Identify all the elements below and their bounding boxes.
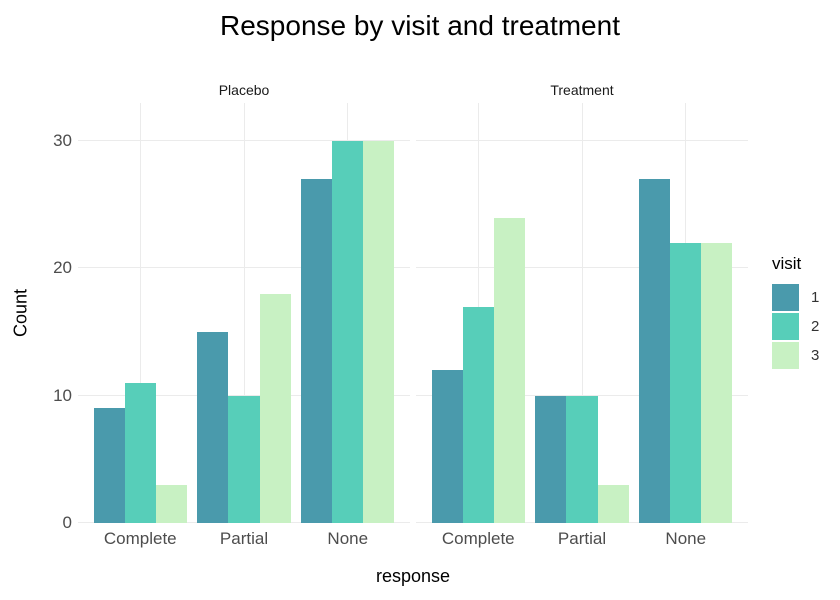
bar-placebo-none-visit-1 bbox=[301, 179, 333, 523]
x-tick-label: Complete bbox=[103, 529, 177, 548]
bar-group-partial bbox=[535, 103, 629, 523]
bar-treatment-partial-visit-2 bbox=[566, 395, 598, 523]
bar-treatment-none-visit-1 bbox=[639, 179, 671, 523]
x-axis-title: response bbox=[375, 566, 451, 586]
legend-entry: 3 bbox=[772, 342, 819, 369]
bar-treatment-partial-visit-3 bbox=[597, 484, 629, 523]
facet-panels: Placebo Complete Partial None Treatment Compl… bbox=[78, 76, 748, 548]
facet-placebo: Placebo Complete Partial None bbox=[78, 76, 410, 548]
bar-placebo-complete-visit-2 bbox=[124, 383, 156, 523]
chart-title: Response by visit and treatment bbox=[220, 10, 620, 41]
legend-keys: 1 2 3 bbox=[772, 284, 819, 369]
bar-group-none bbox=[301, 103, 395, 523]
facet-strip-label: Placebo bbox=[218, 81, 270, 98]
bar-placebo-none-visit-2 bbox=[332, 141, 364, 523]
legend-key-label: 1 bbox=[811, 289, 820, 306]
bar-placebo-partial-visit-1 bbox=[197, 332, 229, 523]
bar-placebo-partial-visit-2 bbox=[228, 395, 260, 523]
x-tick-label: None bbox=[665, 529, 707, 548]
gridline-vertical bbox=[581, 103, 583, 523]
x-tick-label: Partial bbox=[557, 529, 607, 548]
facet-panel-body: Complete Partial None bbox=[78, 103, 410, 548]
bar-placebo-complete-visit-3 bbox=[155, 484, 187, 523]
y-tick-label: 20 bbox=[53, 258, 72, 278]
gridline-vertical bbox=[243, 103, 245, 523]
legend-key-swatch-visit-1 bbox=[772, 284, 799, 311]
facet-panel-body: Complete Partial None bbox=[416, 103, 748, 548]
bar-placebo-partial-visit-3 bbox=[259, 293, 291, 523]
facet-strip-label: Treatment bbox=[550, 81, 614, 98]
x-tick-label: None bbox=[327, 529, 369, 548]
bar-treatment-complete-visit-2 bbox=[462, 306, 494, 523]
x-tick-label: Complete bbox=[441, 529, 515, 548]
bar-treatment-complete-visit-1 bbox=[431, 370, 463, 523]
gridline-vertical bbox=[139, 103, 141, 523]
legend-title: visit bbox=[772, 254, 802, 273]
bar-treatment-complete-visit-3 bbox=[493, 217, 525, 523]
bar-placebo-complete-visit-1 bbox=[93, 408, 125, 523]
legend-key-swatch-visit-2 bbox=[772, 313, 799, 340]
y-axis-ticks: 0 10 20 30 bbox=[0, 103, 72, 532]
y-tick-label: 0 bbox=[62, 513, 72, 532]
legend-key-swatch-visit-3 bbox=[772, 342, 799, 369]
bar-placebo-none-visit-3 bbox=[363, 141, 395, 523]
bar-group-complete bbox=[93, 103, 187, 523]
bar-group-none bbox=[639, 103, 733, 523]
facet-treatment: Treatment Complete Partial None bbox=[416, 76, 748, 548]
legend-key-label: 2 bbox=[811, 318, 820, 335]
y-tick-label: 30 bbox=[53, 131, 72, 151]
bar-group-partial bbox=[197, 103, 291, 523]
legend: visit 1 2 3 bbox=[772, 254, 819, 371]
y-tick-label: 10 bbox=[53, 385, 72, 405]
legend-entry: 1 bbox=[772, 284, 819, 311]
bar-group-complete bbox=[431, 103, 525, 523]
legend-key-label: 3 bbox=[811, 347, 820, 364]
bar-treatment-partial-visit-1 bbox=[535, 395, 567, 523]
bar-treatment-none-visit-2 bbox=[670, 243, 702, 523]
x-tick-label: Partial bbox=[219, 529, 269, 548]
legend-entry: 2 bbox=[772, 313, 819, 340]
bar-treatment-none-visit-3 bbox=[701, 243, 733, 523]
